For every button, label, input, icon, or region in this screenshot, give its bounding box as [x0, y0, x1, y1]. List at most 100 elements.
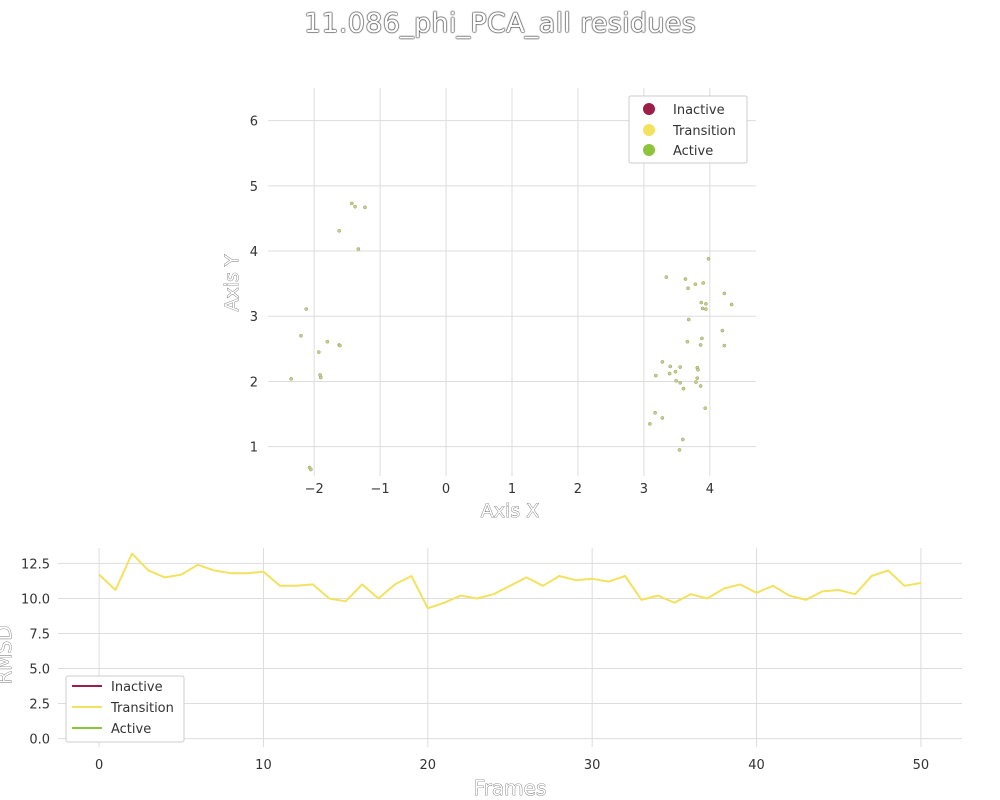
legend-label-transition: Transition — [110, 701, 174, 716]
scatter-y-tick-label: 2 — [250, 375, 258, 390]
scatter-point — [667, 371, 672, 376]
scatter-y-tick-label: 5 — [250, 180, 258, 195]
scatter-point — [698, 343, 703, 347]
scatter-x-tick-label: 3 — [640, 482, 648, 497]
legend-marker-transition — [643, 124, 655, 136]
scatter-point — [700, 336, 704, 341]
scatter-point — [318, 375, 323, 380]
scatter-x-tick-labels: −2 −1 0 1 2 3 4 — [305, 482, 714, 497]
scatter-y-tick-labels: 1 2 3 4 5 6 — [250, 115, 258, 456]
line-y-tick-label: 5.0 — [29, 663, 50, 678]
line-x-tick-label: 0 — [95, 758, 103, 773]
line-y-tick-label: 0.0 — [29, 733, 50, 748]
scatter-point — [720, 328, 725, 333]
chart-title: 11.086_phi_PCA_all residues — [303, 8, 697, 39]
legend-label-inactive: Inactive — [673, 103, 725, 118]
scatter-y-axis-label: Axis Y — [221, 254, 243, 311]
scatter-point — [299, 333, 303, 338]
scatter-point — [681, 386, 686, 391]
scatter-point — [680, 437, 685, 442]
scatter-point — [653, 373, 658, 378]
scatter-point — [647, 421, 652, 426]
scatter-point — [338, 343, 342, 348]
scatter-point — [304, 307, 309, 311]
scatter-y-tick-label: 6 — [250, 115, 258, 130]
scatter-point — [685, 339, 690, 344]
scatter-point — [668, 364, 673, 369]
scatter-point — [316, 350, 321, 354]
scatter-x-tick-label: 4 — [706, 482, 714, 497]
line-x-tick-labels: 0 10 20 30 40 50 — [95, 758, 929, 773]
line-legend: Inactive Transition Active — [65, 675, 185, 743]
scatter-point — [722, 343, 727, 348]
scatter-point — [686, 286, 690, 291]
line-series — [98, 552, 922, 610]
scatter-point — [309, 467, 313, 472]
scatter-points — [289, 201, 734, 472]
scatter-point — [660, 416, 665, 420]
legend-label-transition: Transition — [672, 124, 736, 139]
scatter-point — [678, 380, 683, 385]
line-grid — [58, 548, 962, 747]
scatter-legend: Inactive Transition Active — [628, 95, 748, 164]
scatter-point — [701, 281, 706, 285]
scatter-point — [722, 291, 727, 296]
scatter-point — [660, 360, 665, 364]
line-x-axis-label: Frames — [474, 776, 547, 800]
scatter-y-tick-label: 4 — [250, 245, 258, 260]
scatter-point — [704, 307, 708, 311]
scatter-point — [674, 378, 679, 383]
legend-marker-active — [643, 144, 655, 156]
line-x-tick-label: 10 — [255, 758, 272, 773]
scatter-point — [698, 384, 703, 388]
scatter-x-tick-label: 1 — [508, 482, 516, 497]
scatter-point — [653, 410, 657, 415]
line-x-tick-label: 30 — [584, 758, 601, 773]
scatter-point — [706, 257, 711, 261]
scatter-point — [695, 376, 700, 381]
scatter-point — [704, 301, 708, 306]
line-legend-box — [65, 675, 185, 743]
scatter-x-axis-label: Axis X — [481, 500, 539, 522]
line-y-tick-label: 2.5 — [29, 698, 50, 713]
scatter-point — [353, 204, 357, 209]
line-y-axis-label: RMSD — [0, 625, 16, 684]
legend-label-active: Active — [673, 144, 713, 159]
scatter-point — [363, 205, 367, 210]
line-y-tick-labels: 0.0 2.5 5.0 7.5 10.0 12.5 — [21, 557, 50, 747]
line-y-tick-label: 7.5 — [29, 627, 50, 642]
scatter-x-tick-label: 2 — [574, 482, 582, 497]
legend-label-inactive: Inactive — [111, 680, 163, 695]
scatter-point — [673, 369, 678, 374]
scatter-point — [693, 282, 698, 287]
scatter-point — [700, 306, 705, 311]
scatter-point — [703, 406, 708, 411]
legend-marker-inactive — [643, 103, 655, 115]
line-x-tick-label: 40 — [748, 758, 765, 773]
scatter-point — [696, 367, 700, 372]
scatter-point — [356, 247, 361, 251]
scatter-point — [683, 277, 688, 281]
scatter-x-tick-label: −2 — [305, 482, 324, 497]
scatter-x-tick-label: −1 — [371, 482, 390, 497]
scatter-point — [678, 365, 683, 369]
scatter-point — [686, 317, 691, 322]
legend-label-active: Active — [111, 722, 151, 737]
scatter-point — [289, 376, 293, 381]
scatter-point — [349, 201, 354, 206]
scatter-point — [664, 275, 669, 279]
line-series-transition — [98, 552, 922, 610]
line-y-tick-label: 12.5 — [21, 557, 50, 572]
line-y-tick-label: 10.0 — [21, 592, 50, 607]
scatter-point — [677, 448, 682, 452]
line-x-tick-label: 20 — [420, 758, 437, 773]
scatter-grid — [268, 88, 756, 476]
scatter-point — [699, 300, 704, 305]
line-x-tick-label: 50 — [913, 758, 930, 773]
scatter-y-tick-label: 3 — [250, 310, 258, 325]
scatter-point — [694, 380, 698, 384]
scatter-point — [729, 302, 734, 307]
scatter-point — [325, 339, 330, 344]
scatter-x-tick-label: 0 — [442, 482, 450, 497]
